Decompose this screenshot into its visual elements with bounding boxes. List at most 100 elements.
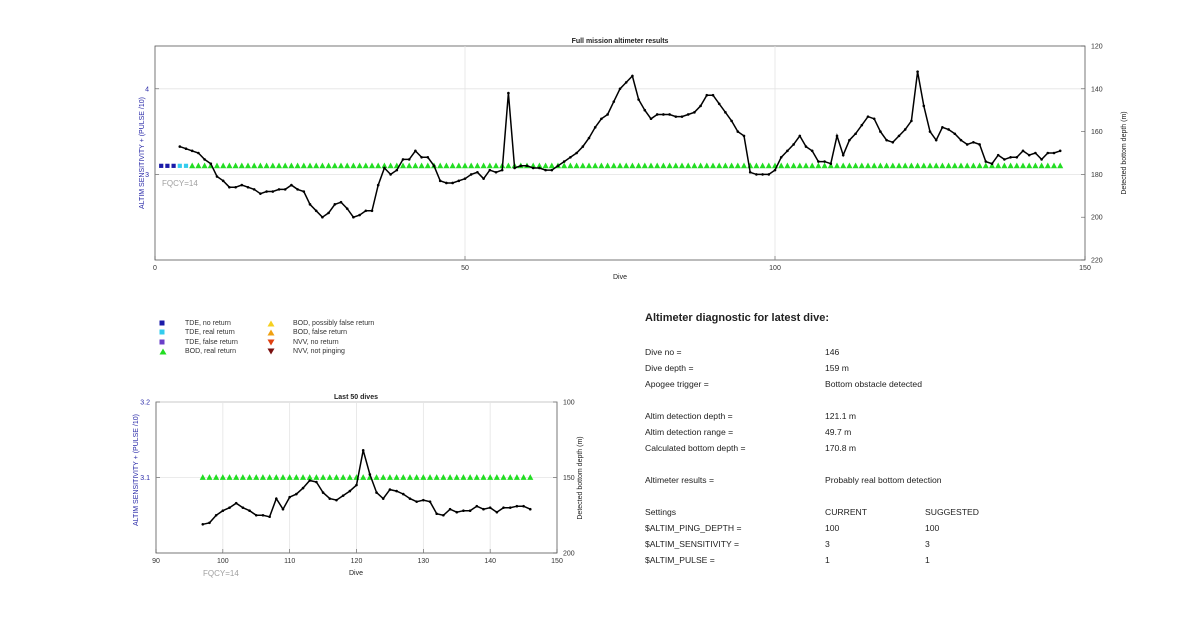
diag-value: 170.8 m [825, 443, 857, 453]
main-settings-markers [159, 162, 1064, 169]
main-x-axis-label: Dive [613, 274, 627, 281]
settings-marker-triangle [259, 474, 266, 480]
settings-marker-triangle [585, 162, 593, 169]
depth-point [810, 149, 814, 153]
diag-label: Dive depth = [645, 363, 694, 373]
depth-point [699, 104, 702, 108]
settings-marker-triangle [418, 162, 425, 169]
depth-point [531, 166, 535, 170]
settings-marker-triangle [449, 162, 456, 169]
depth-point [345, 207, 349, 210]
depth-point [761, 173, 764, 176]
depth-point [308, 479, 312, 482]
depth-point [525, 164, 529, 168]
settings-marker-triangle [1044, 162, 1051, 169]
depth-point [562, 160, 566, 163]
settings-marker-triangle [660, 162, 667, 169]
depth-point [358, 213, 361, 217]
depth-point [295, 492, 298, 496]
settings-marker-triangle [970, 162, 977, 169]
diag-label: Apogee trigger = [645, 379, 709, 389]
diagnostic-title: Altimeter diagnostic for latest dive: [645, 312, 829, 324]
depth-point [271, 190, 275, 193]
settings-marker-triangle [573, 162, 580, 169]
settings-marker-triangle [480, 162, 487, 169]
settings-marker-triangle [257, 162, 264, 169]
settings-marker-triangle [455, 162, 462, 169]
depth-point [426, 155, 430, 159]
settings-marker-triangle [852, 162, 859, 169]
depth-point [215, 175, 219, 178]
settings-marker-triangle [399, 162, 407, 169]
settings-marker-triangle [809, 162, 816, 169]
depth-point [1009, 155, 1012, 159]
depth-point [631, 74, 634, 78]
depth-point [538, 166, 541, 170]
settings-marker-triangle [827, 162, 834, 169]
settings-marker-triangle [858, 162, 865, 169]
y-left-tick-label: 3 [145, 172, 149, 179]
x-tick-label: 150 [551, 558, 563, 565]
depth-point [674, 115, 678, 118]
legend-label: TDE, real return [185, 329, 235, 337]
y-left-tick-label: 3.2 [140, 400, 150, 407]
depth-point [556, 164, 560, 168]
settings-marker-triangle [1038, 162, 1045, 169]
settings-marker-triangle [709, 162, 717, 169]
depth-point [779, 155, 783, 159]
legend-label: TDE, false return [185, 338, 238, 346]
depth-point [508, 506, 512, 510]
depth-point [364, 209, 368, 213]
depth-point [265, 190, 268, 193]
settings-marker-triangle [393, 474, 400, 480]
setting-label: $ALTIM_PING_DEPTH = [645, 523, 742, 533]
settings-marker-triangle [299, 474, 307, 480]
depth-point [214, 513, 218, 517]
settings-marker-triangle [325, 162, 332, 169]
x-tick-label: 0 [153, 265, 157, 272]
depth-point [848, 138, 851, 142]
depth-point [445, 181, 448, 185]
legend-column-tde: TDE, no return TDE, real return TDE, fal… [155, 319, 238, 356]
settings-marker-triangle [362, 162, 369, 169]
depth-point [209, 162, 213, 165]
settings-marker-triangle [360, 474, 367, 480]
depth-point [197, 151, 200, 155]
settings-marker-triangle [871, 162, 878, 169]
y-right-tick-label: 150 [563, 475, 575, 482]
depth-point [928, 130, 932, 133]
x-tick-label: 100 [217, 558, 229, 565]
depth-point [823, 160, 826, 163]
settings-marker-triangle [647, 162, 655, 169]
zoom-depth-series [201, 449, 532, 526]
depth-point [544, 168, 547, 172]
depth-point [290, 183, 293, 187]
depth-point [587, 136, 591, 140]
depth-point [259, 192, 262, 195]
settings-marker-triangle [957, 162, 965, 169]
settings-marker-triangle [846, 162, 853, 169]
settings-marker-triangle [381, 162, 388, 169]
main-y-right-label: Detected bottom depth (m) [1121, 111, 1128, 194]
depth-point [872, 117, 876, 121]
depth-point [767, 173, 771, 176]
depth-point [500, 168, 504, 172]
settings-marker-triangle [333, 474, 340, 480]
settings-marker-triangle [233, 474, 240, 480]
setting-suggested: 3 [925, 539, 930, 549]
y-right-tick-label: 120 [1091, 44, 1103, 51]
diag-row-dive-depth: Dive depth = 159 m [645, 360, 1145, 376]
settings-marker-triangle [802, 162, 810, 169]
zoom-x-axis-label: Dive [349, 570, 363, 577]
depth-point [507, 91, 510, 95]
settings-marker-triangle [988, 162, 996, 169]
settings-marker-triangle [424, 162, 431, 169]
depth-point [773, 168, 777, 172]
legend-label: BOD, real return [185, 348, 236, 356]
depth-point [395, 489, 398, 493]
settings-marker-triangle [386, 474, 393, 480]
diag-value: 159 m [825, 363, 849, 373]
legend-label: TDE, no return [185, 320, 231, 328]
settings-marker-square [171, 163, 176, 168]
depth-point [375, 491, 378, 494]
